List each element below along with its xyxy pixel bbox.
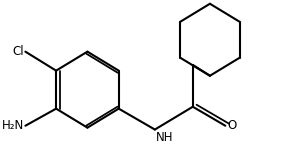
- Text: NH: NH: [156, 131, 174, 144]
- Text: Cl: Cl: [12, 45, 24, 58]
- Text: H₂N: H₂N: [2, 119, 24, 132]
- Text: O: O: [228, 119, 237, 132]
